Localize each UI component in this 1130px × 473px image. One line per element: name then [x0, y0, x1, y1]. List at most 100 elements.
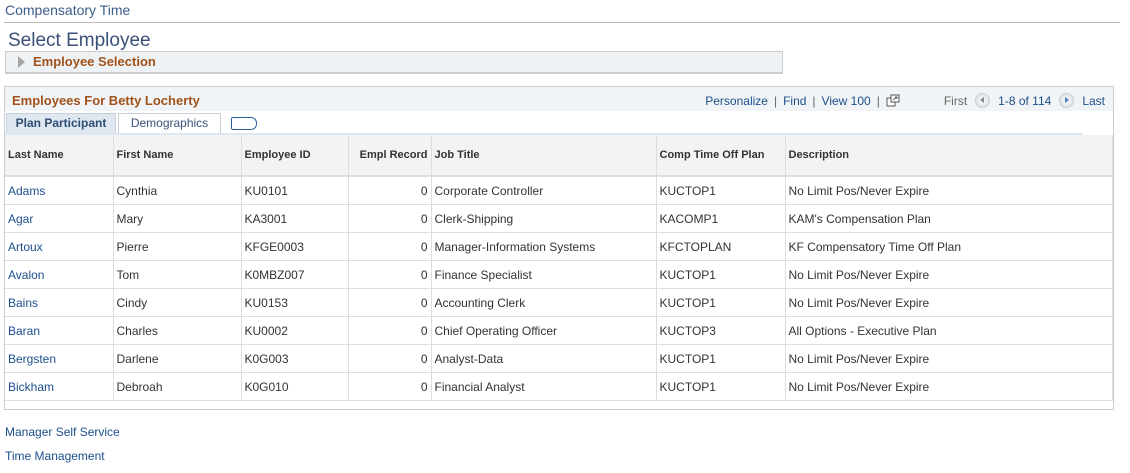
description-cell: No Limit Pos/Never Expire: [785, 288, 1113, 317]
comp-plan-cell: KUCTOP1: [656, 344, 786, 373]
employee-selection-section[interactable]: Employee Selection: [5, 51, 783, 74]
column-header[interactable]: First Name: [113, 135, 242, 177]
description-cell: No Limit Pos/Never Expire: [785, 372, 1113, 401]
job-title-cell: Accounting Clerk: [431, 288, 657, 317]
description-cell: No Limit Pos/Never Expire: [785, 260, 1113, 289]
empl-record-cell: 0: [348, 260, 432, 289]
column-header[interactable]: Empl Record: [348, 135, 432, 177]
employee-link[interactable]: Baran: [8, 323, 41, 338]
employee-link[interactable]: Agar: [8, 211, 34, 226]
last-name-cell[interactable]: Agar: [5, 204, 114, 233]
employee-id-cell: K0MBZ007: [241, 260, 349, 289]
separator: |: [812, 93, 816, 108]
job-title-cell: Corporate Controller: [431, 176, 657, 205]
first-name-cell: Cindy: [113, 288, 242, 317]
empl-record-cell: 0: [348, 344, 432, 373]
show-all-columns-icon[interactable]: [231, 117, 257, 130]
job-title-cell: Chief Operating Officer: [431, 316, 657, 345]
employee-link[interactable]: Adams: [8, 183, 46, 198]
table-row: Artoux Pierre KFGE0003 0 Manager-Information…: [5, 232, 1113, 261]
description-cell: No Limit Pos/Never Expire: [785, 176, 1113, 205]
employee-id-cell: KU0101: [241, 176, 349, 205]
page-title: Select Employee: [8, 30, 151, 51]
grid-title: Employees For Betty Locherty: [12, 93, 200, 108]
first-label: First: [943, 93, 968, 108]
find-link[interactable]: Find: [783, 93, 807, 108]
empl-record-cell: 0: [348, 372, 432, 401]
table-row: Avalon Tom K0MBZ007 0 Finance Specialist KUCT…: [5, 260, 1113, 289]
employees-table: Last Name First Name Employee ID Empl Recor…: [5, 135, 1113, 401]
employee-id-cell: K0G003: [241, 344, 349, 373]
empl-record-cell: 0: [348, 316, 432, 345]
employee-link[interactable]: Avalon: [8, 267, 45, 282]
time-management-link[interactable]: Time Management: [5, 449, 105, 463]
first-name-cell: Darlene: [113, 344, 242, 373]
comp-plan-cell: KUCTOP3: [656, 316, 786, 345]
empl-record-cell: 0: [348, 232, 432, 261]
comp-plan-cell: KFCTOPLAN: [656, 232, 786, 261]
first-name-cell: Pierre: [113, 232, 242, 261]
comp-plan-cell: KACOMP1: [656, 204, 786, 233]
employee-id-cell: KU0153: [241, 288, 349, 317]
job-title-cell: Analyst-Data: [431, 344, 657, 373]
first-name-cell: Charles: [113, 316, 242, 345]
employee-id-cell: KFGE0003: [241, 232, 349, 261]
personalize-link[interactable]: Personalize: [705, 93, 768, 108]
job-title-cell: Clerk-Shipping: [431, 204, 657, 233]
grid-tabs: Plan Participant Demographics: [5, 111, 1083, 136]
empl-record-cell: 0: [348, 176, 432, 205]
previous-icon[interactable]: [975, 93, 991, 108]
first-name-cell: Debroah: [113, 372, 242, 401]
last-name-cell[interactable]: Bickham: [5, 372, 114, 401]
separator: |: [876, 93, 880, 108]
table-row: Bergsten Darlene K0G003 0 Analyst-Data KUCTOP…: [5, 344, 1113, 373]
description-cell: All Options - Executive Plan: [785, 316, 1113, 345]
description-cell: KAM's Compensation Plan: [785, 204, 1113, 233]
table-row: Agar Mary KA3001 0 Clerk-Shipping KACOMP1 KAM'…: [5, 204, 1113, 233]
job-title-cell: Financial Analyst: [431, 372, 657, 401]
description-cell: No Limit Pos/Never Expire: [785, 344, 1113, 373]
view-all-link[interactable]: View 100: [821, 93, 871, 108]
tab-demographics[interactable]: Demographics: [118, 113, 221, 133]
empl-record-cell: 0: [348, 204, 432, 233]
last-name-cell[interactable]: Avalon: [5, 260, 114, 289]
description-cell: KF Compensatory Time Off Plan: [785, 232, 1113, 261]
separator: |: [773, 93, 778, 108]
column-header[interactable]: Comp Time Off Plan: [656, 135, 786, 177]
last-link[interactable]: Last: [1082, 93, 1105, 108]
column-header[interactable]: Description: [785, 135, 1113, 177]
first-name-cell: Tom: [113, 260, 242, 289]
job-title-cell: Finance Specialist: [431, 260, 657, 289]
next-icon[interactable]: [1059, 93, 1075, 108]
last-name-cell[interactable]: Bergsten: [5, 344, 114, 373]
column-header[interactable]: Employee ID: [241, 135, 349, 177]
employee-link[interactable]: Bains: [8, 295, 39, 310]
comp-plan-cell: KUCTOP1: [656, 288, 786, 317]
employees-grid: Employees For Betty Locherty Personalize…: [4, 86, 1114, 410]
last-name-cell[interactable]: Adams: [5, 176, 114, 205]
table-row: Baran Charles KU0002 0 Chief Operating Offic…: [5, 316, 1113, 345]
empl-record-cell: 0: [348, 288, 432, 317]
column-header[interactable]: Last Name: [5, 135, 114, 177]
first-name-cell: Mary: [113, 204, 242, 233]
section-label[interactable]: Employee Selection: [33, 54, 156, 69]
employee-link[interactable]: Bergsten: [8, 351, 57, 366]
comp-plan-cell: KUCTOP1: [656, 260, 786, 289]
tab-plan-participant[interactable]: Plan Participant: [6, 113, 116, 133]
manager-self-service-link[interactable]: Manager Self Service: [5, 425, 120, 439]
employee-id-cell: K0G010: [241, 372, 349, 401]
breadcrumb: Compensatory Time: [5, 2, 131, 18]
zoom-window-icon[interactable]: [886, 94, 900, 107]
last-name-cell[interactable]: Artoux: [5, 232, 114, 261]
first-name-cell: Cynthia: [113, 176, 242, 205]
last-name-cell[interactable]: Bains: [5, 288, 114, 317]
grid-header: Employees For Betty Locherty Personalize…: [5, 87, 1113, 111]
expand-triangle-icon[interactable]: [18, 56, 25, 68]
employee-link[interactable]: Bickham: [8, 379, 55, 394]
table-row: Adams Cynthia KU0101 0 Corporate Controller K…: [5, 176, 1113, 205]
column-header[interactable]: Job Title: [431, 135, 657, 177]
job-title-cell: Manager-Information Systems: [431, 232, 657, 261]
employee-link[interactable]: Artoux: [8, 239, 43, 254]
last-name-cell[interactable]: Baran: [5, 316, 114, 345]
comp-plan-cell: KUCTOP1: [656, 372, 786, 401]
